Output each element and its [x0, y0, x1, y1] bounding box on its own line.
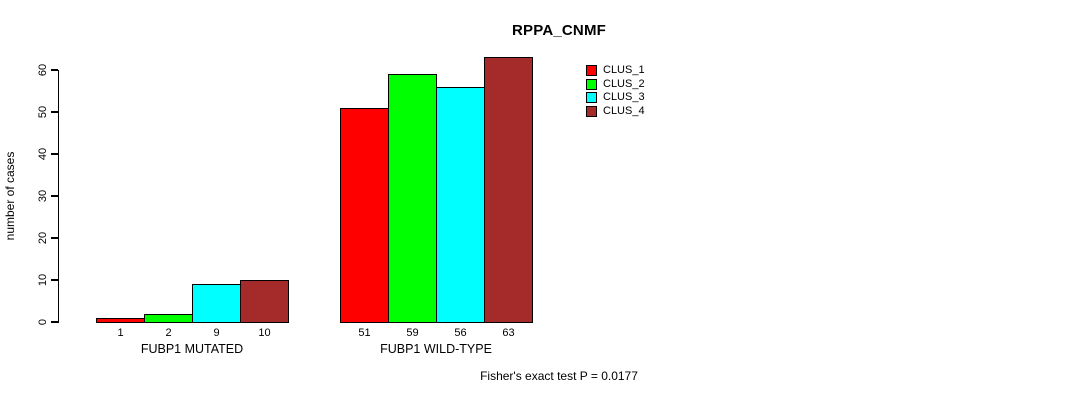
legend-label: CLUS_2 — [603, 77, 645, 90]
bar-value-label: 10 — [258, 327, 271, 339]
y-axis-label: number of cases — [3, 151, 17, 241]
fisher-test-annotation: Fisher's exact test P = 0.0177 — [480, 369, 638, 383]
bar-clus_4-wild-type — [484, 57, 533, 323]
y-axis-tick-label: 10 — [37, 273, 49, 287]
y-axis-tick — [50, 111, 58, 113]
group-label-wild-type: FUBP1 WILD-TYPE — [380, 342, 492, 356]
legend: CLUS_1 CLUS_2 CLUS_3 CLUS_4 — [586, 64, 666, 125]
legend-item-clus_4: CLUS_4 — [586, 105, 666, 118]
bar-value-label: 59 — [406, 327, 419, 339]
legend-item-clus_3: CLUS_3 — [586, 91, 666, 104]
chart-title: RPPA_CNMF — [511, 22, 607, 39]
bar-clus_2-wild-type — [388, 74, 437, 323]
legend-label: CLUS_1 — [603, 64, 645, 76]
bar-value-label: 63 — [502, 327, 515, 339]
bar-clus_1-mutated — [96, 317, 145, 323]
y-axis-tick — [50, 321, 58, 323]
bar-clus_2-mutated — [144, 313, 193, 323]
legend-label: CLUS_4 — [603, 105, 645, 118]
y-axis-tick-label: 50 — [37, 105, 49, 119]
y-axis-tick-label: 30 — [37, 189, 49, 203]
bar-value-label: 51 — [358, 327, 371, 339]
bar-clus_4-mutated — [240, 280, 289, 323]
legend-item-clus_2: CLUS_2 — [586, 77, 666, 91]
legend-item-clus_1: CLUS_1 — [586, 64, 666, 77]
legend-swatch-clus_3 — [586, 92, 597, 104]
y-axis-tick — [50, 237, 58, 239]
bar-clus_1-wild-type — [340, 107, 389, 323]
bar-value-label: 1 — [117, 327, 124, 339]
legend-label: CLUS_3 — [603, 91, 645, 104]
y-axis-tick — [50, 279, 58, 281]
bar-value-label: 2 — [165, 327, 172, 339]
group-label-mutated: FUBP1 MUTATED — [140, 342, 244, 356]
bar-clus_3-wild-type — [436, 86, 485, 323]
legend-swatch-clus_4 — [586, 106, 597, 118]
y-axis-tick — [50, 69, 58, 71]
y-axis-tick — [50, 195, 58, 197]
legend-swatch-clus_1 — [586, 65, 597, 76]
y-axis-tick — [50, 153, 58, 155]
bar-clus_3-mutated — [192, 284, 241, 323]
bar-value-label: 9 — [213, 327, 220, 339]
bar-value-label: 56 — [454, 327, 467, 339]
y-axis-tick-label: 20 — [37, 231, 49, 245]
y-axis-tick-label: 0 — [37, 318, 49, 326]
y-axis-line — [57, 70, 59, 323]
legend-swatch-clus_2 — [586, 78, 597, 90]
y-axis-tick-label: 40 — [37, 147, 49, 161]
y-axis-tick-label: 60 — [37, 63, 49, 77]
